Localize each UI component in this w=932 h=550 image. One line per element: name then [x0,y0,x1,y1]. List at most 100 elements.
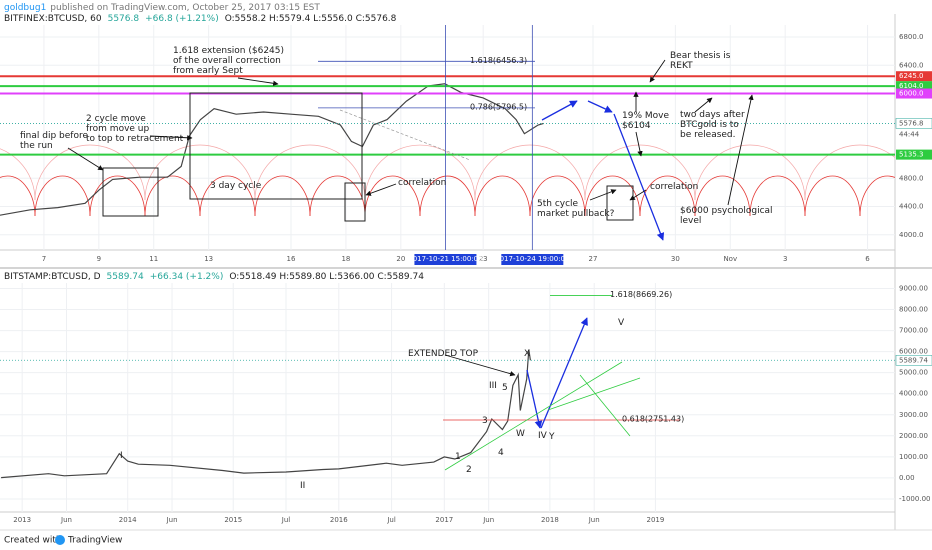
x-tick-label: 16 [287,255,296,263]
trend-line [547,377,641,411]
annotation: correlation [398,178,446,188]
y-tick-label: 6400.0 [899,61,924,69]
fib-label: 0.786(5796.5) [470,102,527,111]
cycle-arc-large [364,144,476,201]
box [102,167,159,217]
x-tick-label: 20 [396,255,405,263]
level-label: 6104.0 [899,82,924,90]
chart-panel [0,283,895,512]
arrow [727,94,754,206]
legend-ohlc: O:5558.2 H:5579.4 L:5556.0 C:5576.8 [225,14,397,24]
annotation: 4 [498,448,504,458]
annotation-line: two days after [680,110,745,120]
arrow [694,97,713,113]
marker-badge [414,254,477,265]
user[interactable]: goldbug1 [4,3,46,13]
y-tick-label: 3000.00 [899,411,928,419]
x-tick-label: 11 [149,255,158,263]
marker-label: 2017-10-21 15:00:00 [408,255,482,263]
x-tick-label: 2016 [330,516,348,524]
x-tick-label: 2017 [435,516,453,524]
y-tick-label: 4000.00 [899,390,928,398]
annotation: III [489,381,497,391]
level-badge [896,81,932,92]
cycle-arc [639,175,696,217]
countdown-label: 44:44 [899,130,920,138]
annotation-line: $6104 [622,121,651,131]
cycle-arc-large [254,144,366,201]
annotation-line: market pullback? [537,209,615,219]
trend-line [579,374,631,437]
annotation: Bear thesis is REKT [670,51,731,71]
annotation: two days after BTCgold is to be released. [680,110,745,140]
annotation: 5th cycle market pullback? [537,199,615,219]
x-tick-label: Jun [60,516,72,524]
x-tick-label: 9 [97,255,101,263]
x-tick-label: 2013 [13,516,31,524]
arrow [365,183,397,196]
annotation-line: final dip before [20,131,88,141]
cycle-arc [254,175,311,217]
x-tick-label: Jun [166,516,178,524]
arrow [635,131,643,157]
last-price-label: 5589.74 [899,356,928,364]
dashed-trend [339,109,471,161]
x-tick-label: Jul [386,516,396,524]
annotation-line: EXTENDED TOP [408,349,479,359]
x-tick-label: 27 [589,255,598,263]
annotation: final dip before the run [20,131,88,151]
annotation-line: W [516,429,525,439]
annotation-line: 4 [498,448,504,458]
marker-badge [501,254,564,265]
y-tick-label: 4400.0 [899,203,924,211]
x-tick-label: 2014 [119,516,137,524]
last-price-badge [895,355,932,366]
x-tick-label: 7 [42,255,46,263]
annotation-line: V [618,318,625,328]
annotation: 2 cycle move from move up to top to retrac… [86,114,184,144]
brand[interactable]: TradingView [67,536,122,546]
legend-symbol: BITSTAMP:BTCUSD, D [4,272,101,282]
y-tick-label: 7000.00 [899,327,928,335]
countdown-badge [896,129,932,140]
y-tick-label: -1000.00 [899,495,930,503]
trend-line [444,361,623,471]
level-badge [896,71,932,82]
annotation-line: 2 [466,465,472,475]
y-tick-label: 5000.00 [899,369,928,377]
annotation: 1 [455,452,461,462]
annotation-line: REKT [670,61,693,71]
y-tick-label: 0.00 [899,474,915,482]
annotation-line: 5th cycle [537,199,579,209]
annotation: II [300,481,305,491]
y-tick-label: 8000.00 [899,306,928,314]
annotation-line: II [300,481,305,491]
legend: BITFINEX:BTCUSD, 60 5576.8 +66.8 (+1.21%) O… [4,14,397,24]
annotation-line: level [680,216,701,226]
cycle-arc-large [474,144,586,201]
cycle-arc-large [804,144,895,201]
legend-price: 5589.74 [107,272,144,282]
x-tick-label: 3 [783,255,787,263]
annotation-line: correlation [398,178,446,188]
x-tick-label: 2019 [647,516,665,524]
footer: Created with TradingView [4,535,122,546]
y-tick-label: 6800.0 [899,33,924,41]
price-line [0,83,544,216]
y-tick-label: 2000.00 [899,432,928,440]
annotation: V [618,318,625,328]
level-label: 6000.0 [899,90,924,98]
annotation-line: 3 day cycle [210,181,262,191]
fib-label: 1.618(6456.3) [470,56,527,65]
x-tick-label: 6 [865,255,870,263]
chart-panel [0,25,895,250]
legend: BITSTAMP:BTCUSD, D 5589.74 +66.34 (+1.2%) O… [4,272,424,282]
annotation-line: 5 [502,383,508,393]
y-tick-label: 6000.00 [899,348,928,356]
last-price-label: 5576.8 [899,119,924,127]
cycle-arc [364,175,421,217]
created-with: Created with [4,536,62,546]
x-tick-label: Jun [482,516,494,524]
cycle-arc [419,175,476,217]
published: published on TradingView.com, October 25… [50,3,320,13]
